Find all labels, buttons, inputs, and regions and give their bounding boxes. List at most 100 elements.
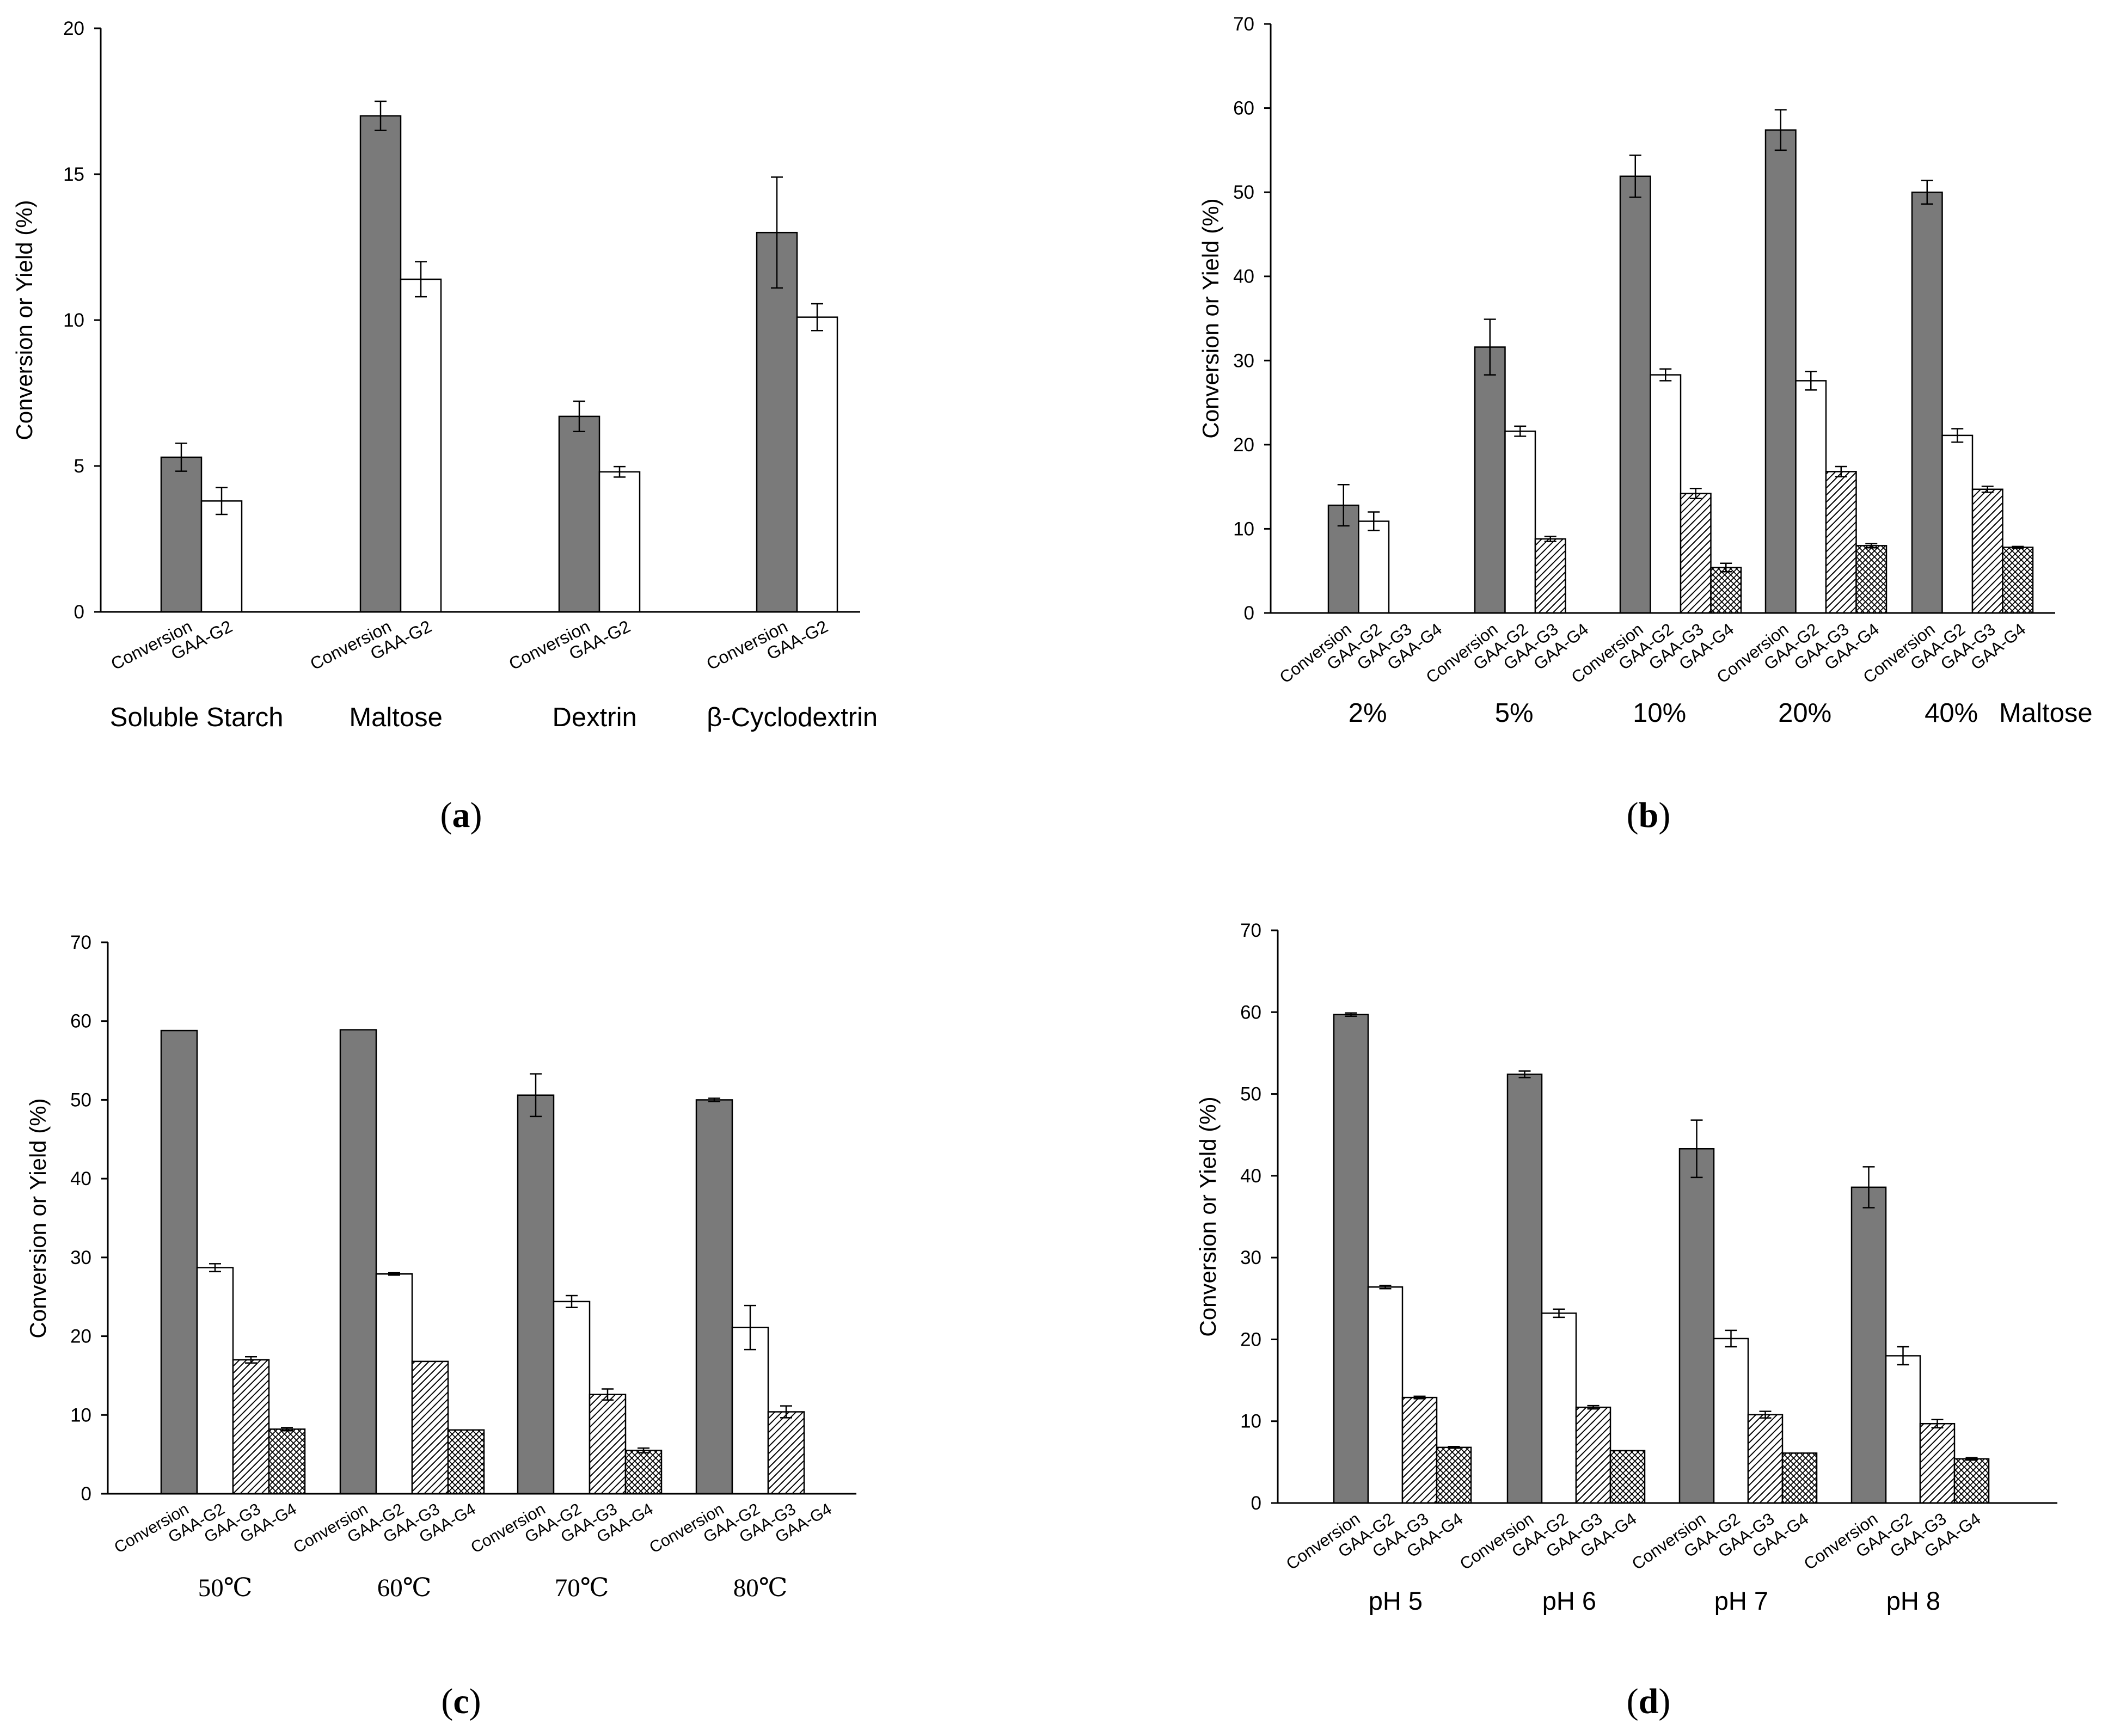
category-label: 60℃ <box>377 1574 432 1602</box>
error-bar-gaa-g3-50 <box>245 1355 257 1364</box>
panel-label-letter: d <box>1639 1682 1659 1721</box>
error-bar-gaa-g3-10 <box>1689 487 1702 500</box>
error-bar-conversion-5 <box>1484 318 1496 376</box>
error-bar-gaa-g2-2 <box>1368 511 1380 531</box>
bar-gaa-g4-60 <box>447 1429 485 1495</box>
error-bar-conversion-dextrin <box>573 400 585 433</box>
panel-label-close: ) <box>469 1682 481 1721</box>
y-tick-label: 20 <box>1240 1329 1261 1350</box>
y-axis-title: Conversion or Yield (%) <box>25 1098 51 1338</box>
y-tick-label: 20 <box>1233 434 1254 456</box>
bar-gaa-g3-ph-7 <box>1747 1414 1784 1504</box>
bar-gaa-g4-20 <box>1855 545 1888 614</box>
bar-gaa-g3-10 <box>1680 493 1712 614</box>
bar-conversion-5 <box>1474 346 1506 614</box>
error-bar-gaa-g2-ph-8 <box>1897 1346 1909 1366</box>
error-bar-conversion-ph-5 <box>1345 1012 1357 1017</box>
error-bar-conversion-ph-7 <box>1690 1119 1703 1179</box>
category-label: pH 7 <box>1714 1586 1768 1615</box>
error-bar-gaa-g3-ph-8 <box>1931 1419 1944 1428</box>
bar-gaa-g4-ph-8 <box>1953 1458 1990 1504</box>
panel-label-open: ( <box>441 1682 453 1721</box>
y-tick-label: 50 <box>70 1089 91 1111</box>
category-label: Maltose <box>349 703 443 732</box>
bar-gaa-g4-50 <box>268 1428 306 1495</box>
panel-label-close: ) <box>1658 1682 1670 1721</box>
error-bar-gaa-g4-10 <box>1720 562 1732 573</box>
bar-gaa-g3-ph-8 <box>1919 1422 1956 1504</box>
y-tick-label: 60 <box>70 1011 91 1032</box>
error-bar-gaa-g4-ph-8 <box>1965 1457 1978 1461</box>
error-bar-conversion-maltose <box>375 100 387 131</box>
error-bar-conversion-ph-6 <box>1518 1070 1531 1078</box>
error-bar-gaa-g2-ph-7 <box>1725 1329 1737 1348</box>
panel-label-close: ) <box>470 795 482 835</box>
y-tick-label: 15 <box>63 164 84 185</box>
y-tick-label: 60 <box>1233 98 1254 119</box>
bar-gaa-g3-60 <box>411 1360 449 1495</box>
error-bar-gaa-g2-40 <box>1951 428 1964 443</box>
y-tick-label: 10 <box>63 310 84 331</box>
y-tick-label: 50 <box>1233 182 1254 203</box>
category-label: pH 8 <box>1886 1586 1940 1615</box>
bar-conversion-ph-7 <box>1678 1148 1715 1504</box>
bar-gaa-g3-5 <box>1534 538 1566 614</box>
bar-conversion-10 <box>1619 175 1651 614</box>
panel-label-open: ( <box>1627 1682 1639 1721</box>
bar-conversion-dextrin <box>558 415 600 613</box>
bar-conversion-70 <box>517 1094 555 1495</box>
bar-gaa-g3-ph-6 <box>1575 1406 1611 1504</box>
panel-label-letter: b <box>1639 795 1659 835</box>
error-bar-gaa-g4-70 <box>638 1447 649 1453</box>
error-bar-gaa-g3-5 <box>1544 536 1557 542</box>
category-label: 50℃ <box>198 1574 253 1602</box>
x-axis-title: Maltose <box>1999 698 2093 728</box>
panel-label-close: ) <box>1658 795 1670 835</box>
error-bar-gaa-g2-20 <box>1805 371 1817 391</box>
bar-conversion-soluble-starch <box>160 456 203 613</box>
bar-conversion-ph-8 <box>1850 1186 1887 1504</box>
y-axis-title: Conversion or Yield (%) <box>1195 1096 1221 1336</box>
error-bar-conversion-40 <box>1921 180 1933 205</box>
bar-gaa-g4-ph-7 <box>1781 1452 1818 1504</box>
y-tick-label: 70 <box>1240 920 1261 941</box>
bar-gaa-g2-2 <box>1358 520 1390 614</box>
y-tick-label: 70 <box>1233 14 1254 35</box>
bar-gaa-g3-ph-5 <box>1401 1396 1438 1504</box>
y-tick-label: 70 <box>70 932 91 953</box>
bar-gaa-g2-50 <box>196 1267 234 1495</box>
panel-label: (b) <box>1627 795 1671 835</box>
bar-gaa-g4-ph-6 <box>1609 1450 1646 1504</box>
y-tick-label: 10 <box>1233 518 1254 539</box>
category-label: 70℃ <box>555 1574 609 1602</box>
y-axis-title: Conversion or Yield (%) <box>1198 198 1223 438</box>
bar-gaa-g3-40 <box>1971 488 2003 614</box>
bar-gaa-g2-ph-6 <box>1541 1312 1577 1504</box>
bar-gaa-g2-dextrin <box>598 471 641 613</box>
y-tick-label: 30 <box>1240 1247 1261 1268</box>
y-tick-label: 0 <box>1244 603 1254 624</box>
bar-gaa-g4-40 <box>2002 547 2034 614</box>
error-bar-conversion-ph-8 <box>1862 1166 1875 1209</box>
bar-conversion-60 <box>339 1029 377 1495</box>
error-bar-gaa-g2-70 <box>566 1295 578 1309</box>
error-bar-gaa-g4-50 <box>281 1427 293 1432</box>
error-bar-gaa-g3-ph-5 <box>1413 1395 1426 1400</box>
error-bar-gaa-g2-60 <box>388 1272 400 1276</box>
error-bar-conversion-2 <box>1337 484 1350 527</box>
error-bar-gaa-g3-20 <box>1835 465 1847 477</box>
bar-gaa-g3-20 <box>1825 471 1857 614</box>
error-bar-gaa-g3-70 <box>602 1388 614 1401</box>
bar-conversion-80 <box>695 1099 733 1495</box>
y-tick-label: 10 <box>1240 1411 1261 1432</box>
y-tick-label: 0 <box>74 602 84 623</box>
category-label: 2% <box>1349 698 1387 728</box>
category-label: 5% <box>1495 698 1534 728</box>
y-tick-label: 5 <box>74 456 84 477</box>
category-label: pH 6 <box>1542 1586 1596 1615</box>
bar-gaa-g2-40 <box>1941 434 1974 614</box>
error-bar-conversion-cyclodextrin <box>771 176 783 289</box>
bar-gaa-g2-80 <box>731 1327 769 1495</box>
error-bar-gaa-g2-5 <box>1514 425 1527 437</box>
